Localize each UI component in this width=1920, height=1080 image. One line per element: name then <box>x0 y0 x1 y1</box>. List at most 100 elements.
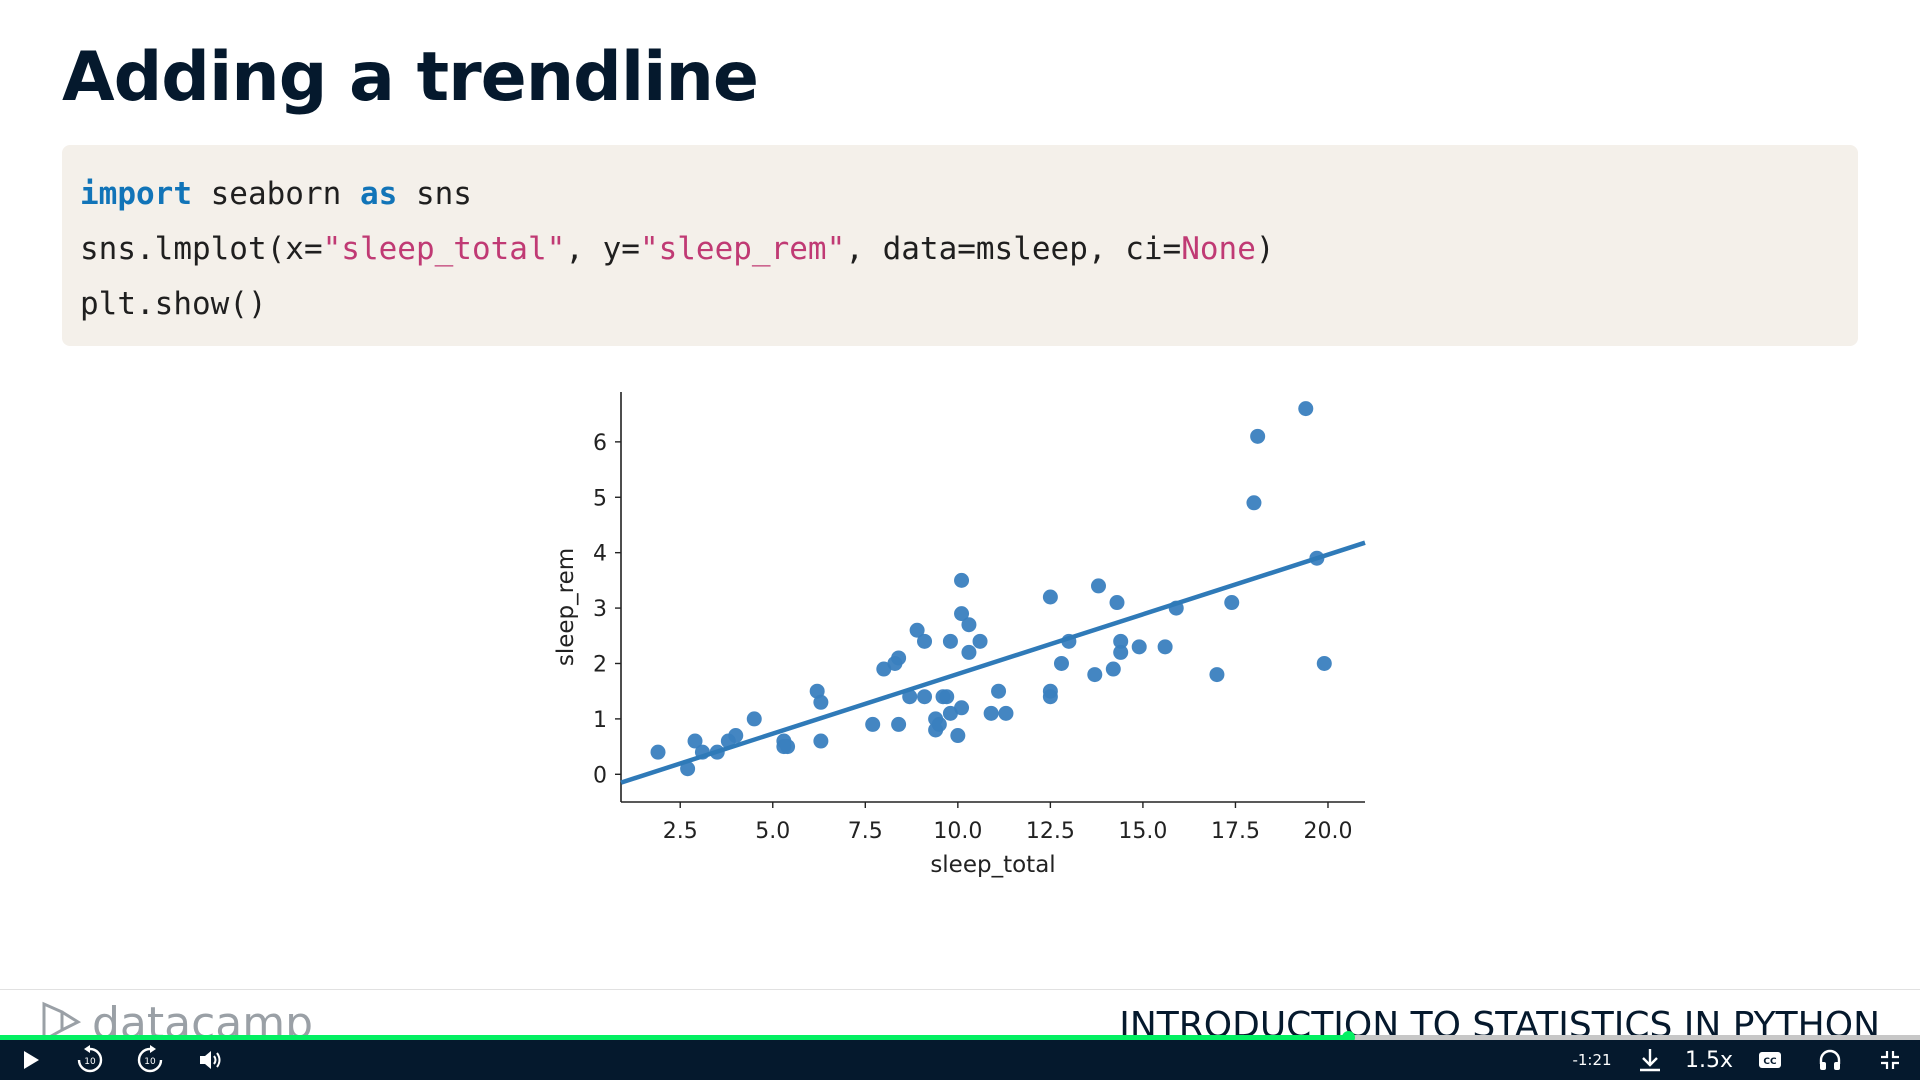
data-point <box>991 683 1007 699</box>
svg-text:CC: CC <box>1763 1057 1777 1067</box>
download-button[interactable] <box>1632 1040 1668 1080</box>
progress-fill <box>0 1035 1348 1040</box>
forward-10-button[interactable]: 10 <box>132 1040 168 1080</box>
data-point <box>1157 639 1173 655</box>
svg-text:10: 10 <box>144 1057 156 1067</box>
x-tick-label: 20.0 <box>1303 819 1352 844</box>
data-point <box>728 728 744 744</box>
code-text: ) <box>1255 231 1275 267</box>
data-point <box>746 711 762 727</box>
data-point <box>1053 655 1069 671</box>
data-point <box>950 728 966 744</box>
data-point <box>954 700 970 716</box>
code-text: sns.lmplot(x= <box>80 231 323 267</box>
code-keyword-as: as <box>359 176 398 212</box>
code-line-3: plt.show() <box>80 286 267 322</box>
forward-10-icon: 10 <box>137 1045 163 1073</box>
code-line-1: import seaborn as sns <box>80 167 1840 222</box>
data-point <box>954 606 970 622</box>
code-text: , data=msleep, ci= <box>845 231 1182 267</box>
x-tick-label: 7.5 <box>848 819 883 844</box>
data-point <box>909 622 925 638</box>
x-tick-label: 2.5 <box>663 819 698 844</box>
rewind-10-icon: 10 <box>77 1045 103 1073</box>
data-point <box>865 716 881 732</box>
data-point <box>1316 655 1332 671</box>
data-point <box>813 733 829 749</box>
data-point <box>1250 428 1266 444</box>
y-tick-label: 5 <box>593 486 607 511</box>
y-tick-label: 3 <box>593 597 607 622</box>
data-point <box>687 733 703 749</box>
data-point <box>776 739 792 755</box>
data-point <box>891 650 907 666</box>
audio-button[interactable] <box>1812 1040 1848 1080</box>
captions-button[interactable]: CC <box>1752 1040 1788 1080</box>
data-point <box>813 694 829 710</box>
exit-fullscreen-icon <box>1881 1051 1899 1069</box>
data-point <box>931 716 947 732</box>
data-point <box>972 633 988 649</box>
y-tick-label: 6 <box>593 431 607 456</box>
y-tick-label: 4 <box>593 542 607 567</box>
code-line-2: sns.lmplot(x="sleep_total", y="sleep_rem… <box>80 222 1840 277</box>
data-point <box>917 633 933 649</box>
x-tick-label: 5.0 <box>755 819 790 844</box>
data-point <box>961 617 977 633</box>
data-point <box>1246 495 1262 511</box>
data-point <box>1087 667 1103 683</box>
slide-title: Adding a trendline <box>62 38 759 117</box>
play-button[interactable] <box>14 1040 48 1080</box>
code-string: "sleep_total" <box>322 231 566 267</box>
volume-button[interactable] <box>194 1040 228 1080</box>
y-tick-label: 0 <box>593 763 607 788</box>
play-icon <box>24 1051 39 1069</box>
data-point <box>917 689 933 705</box>
x-tick-label: 15.0 <box>1118 819 1167 844</box>
code-keyword-import: import <box>80 176 192 212</box>
x-tick-label: 17.5 <box>1211 819 1260 844</box>
volume-icon <box>200 1051 221 1069</box>
data-point <box>1090 578 1106 594</box>
svg-text:10: 10 <box>84 1057 96 1067</box>
data-point <box>998 705 1014 721</box>
data-point <box>983 705 999 721</box>
data-point <box>942 633 958 649</box>
data-point <box>1113 633 1129 649</box>
data-point <box>942 705 958 721</box>
data-point <box>1109 595 1125 611</box>
playback-speed-button[interactable]: 1.5x <box>1684 1047 1733 1073</box>
data-point <box>1113 644 1129 660</box>
data-point <box>1131 639 1147 655</box>
x-tick-label: 12.5 <box>1026 819 1075 844</box>
code-text: , y= <box>565 231 640 267</box>
y-tick-label: 2 <box>593 652 607 677</box>
download-icon <box>1640 1049 1660 1072</box>
exit-fullscreen-button[interactable] <box>1872 1040 1908 1080</box>
data-point <box>1042 689 1058 705</box>
data-point <box>876 661 892 677</box>
data-point <box>1224 595 1240 611</box>
headphones-icon <box>1819 1049 1841 1070</box>
x-tick-label: 10.0 <box>933 819 982 844</box>
data-point <box>939 689 955 705</box>
brand-logo: datacamp <box>40 1000 313 1040</box>
y-axis-label: sleep_rem <box>553 548 579 666</box>
x-axis-label: sleep_total <box>930 852 1055 878</box>
data-point <box>650 744 666 760</box>
code-none-literal: None <box>1181 231 1256 267</box>
data-point <box>1209 667 1225 683</box>
course-title: INTRODUCTION TO STATISTICS IN PYTHON <box>1119 1005 1880 1040</box>
player-controls: 10 10 -1:21 1.5x CC <box>0 1040 1920 1080</box>
code-block: import seaborn as sns sns.lmplot(x="slee… <box>62 145 1858 346</box>
datacamp-logo-icon <box>42 1001 82 1040</box>
code-text: sns <box>397 176 472 212</box>
footer-divider <box>0 989 1920 990</box>
data-point <box>680 761 696 777</box>
data-point <box>961 644 977 660</box>
data-point <box>1105 661 1121 677</box>
captions-icon: CC <box>1759 1052 1781 1068</box>
code-string: "sleep_rem" <box>639 231 846 267</box>
time-remaining: -1:21 <box>1572 1051 1612 1069</box>
rewind-10-button[interactable]: 10 <box>72 1040 108 1080</box>
